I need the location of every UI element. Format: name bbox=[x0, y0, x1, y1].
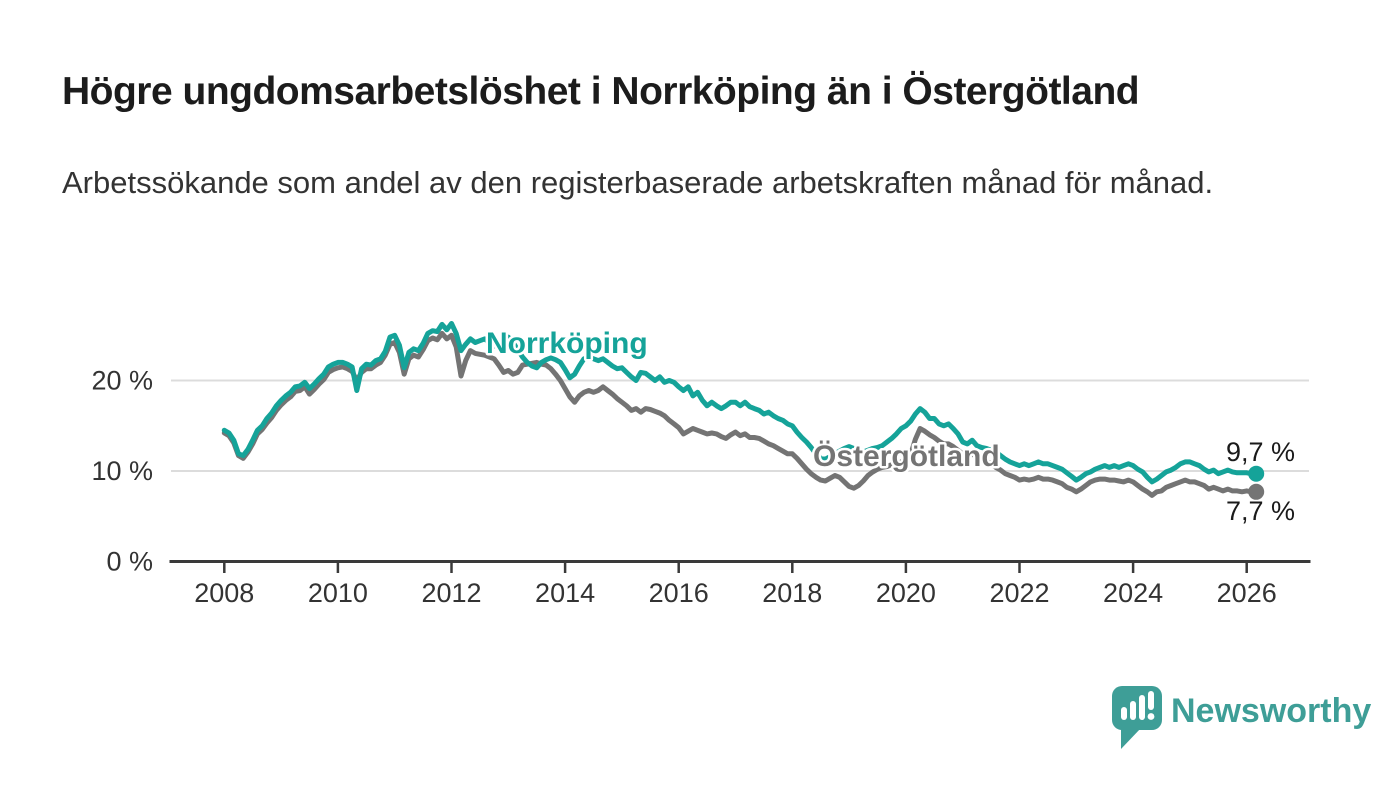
x-axis-tick-label: 2008 bbox=[194, 578, 254, 608]
logo-exclamation-bar bbox=[1148, 691, 1154, 710]
y-axis-tick-label: 10 % bbox=[91, 456, 153, 486]
page-title: Högre ungdomsarbetslöshet i Norrköping ä… bbox=[62, 70, 1140, 113]
x-axis-tick-label: 2012 bbox=[421, 578, 481, 608]
logo-bar-large bbox=[1139, 695, 1145, 720]
logo-bubble bbox=[1112, 686, 1162, 730]
y-axis-labels: 20 % 10 % 0 % bbox=[91, 366, 153, 577]
series-end-dot-Östergötland bbox=[1248, 483, 1265, 500]
x-axis-tick-label: 2016 bbox=[649, 578, 709, 608]
gridlines bbox=[171, 379, 1309, 472]
logo-bar-medium bbox=[1130, 701, 1136, 720]
series-label-norrkoping: Norrköping bbox=[486, 327, 648, 360]
series-end-dot-Norrköping bbox=[1248, 465, 1265, 482]
x-axis-tick-label: 2010 bbox=[308, 578, 368, 608]
newsworthy-wordmark: Newsworthy bbox=[1171, 692, 1371, 730]
x-axis-tick-label: 2020 bbox=[876, 578, 936, 608]
series-lines bbox=[221, 321, 1265, 500]
series-line-Norrköping bbox=[221, 321, 1259, 485]
logo-exclamation-dot bbox=[1147, 713, 1155, 720]
series-line-Östergötland bbox=[221, 330, 1259, 498]
x-axis-tick-label: 2022 bbox=[989, 578, 1049, 608]
end-value-label-ostergotland: 7,7 % bbox=[1226, 496, 1295, 526]
y-axis-tick-label: 0 % bbox=[106, 547, 153, 577]
end-value-label-norrkoping: 9,7 % bbox=[1226, 437, 1295, 467]
logo-bubble-tail bbox=[1121, 727, 1141, 749]
x-axis-tick-label: 2018 bbox=[762, 578, 822, 608]
x-axis-tick-label: 2024 bbox=[1103, 578, 1163, 608]
newsworthy-logo-icon bbox=[1112, 686, 1162, 749]
logo-bar-small bbox=[1121, 707, 1127, 720]
y-axis-tick-label: 20 % bbox=[91, 366, 153, 396]
newsworthy-logo: Newsworthy bbox=[1112, 686, 1371, 749]
x-axis-tick-label: 2026 bbox=[1217, 578, 1277, 608]
x-axis bbox=[169, 560, 1311, 573]
series-label-ostergotland: Östergötland bbox=[813, 440, 1000, 473]
page-subtitle: Arbetssökande som andel av den registerb… bbox=[62, 165, 1214, 200]
x-axis-labels: 2008 2010 2012 2014 2016 2018 2020 2022 2024 2026 bbox=[194, 578, 1276, 608]
x-axis-tick-label: 2014 bbox=[535, 578, 595, 608]
